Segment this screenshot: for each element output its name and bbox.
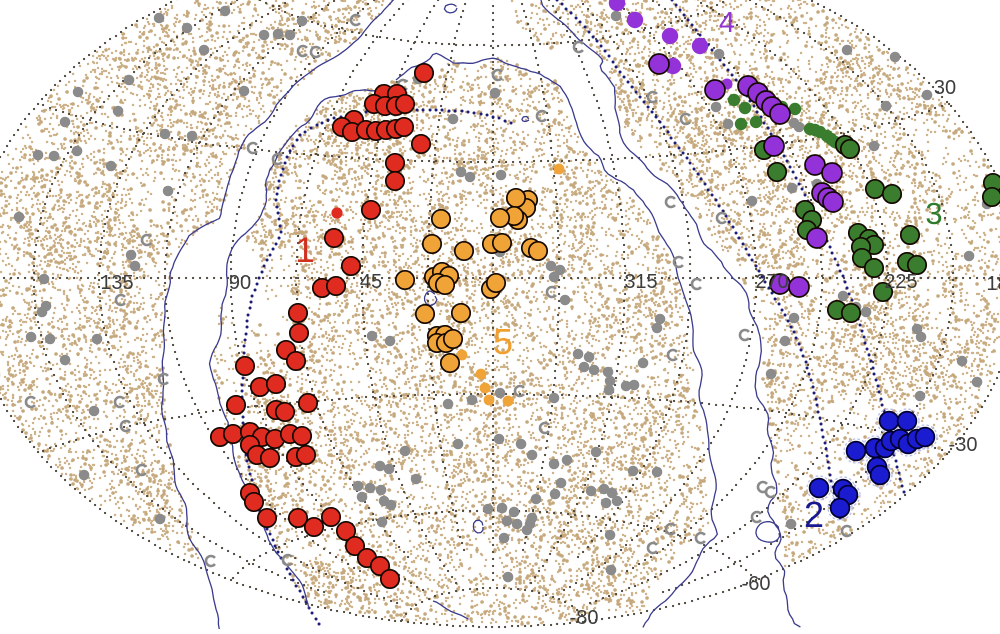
svg-text:-80: -80 xyxy=(570,607,599,629)
svg-text:90: 90 xyxy=(229,272,251,294)
svg-text:5: 5 xyxy=(493,321,513,362)
svg-text:-60: -60 xyxy=(742,573,771,595)
svg-text:225: 225 xyxy=(884,271,917,293)
svg-text:45: 45 xyxy=(360,271,382,293)
svg-text:30: 30 xyxy=(934,77,956,99)
svg-text:1: 1 xyxy=(295,231,314,270)
svg-text:2: 2 xyxy=(804,494,824,535)
svg-text:315: 315 xyxy=(624,271,657,293)
svg-text:4: 4 xyxy=(719,7,735,39)
svg-text:180: 180 xyxy=(986,273,1000,295)
svg-text:270: 270 xyxy=(755,271,788,293)
svg-text:3: 3 xyxy=(925,196,942,231)
svg-text:135: 135 xyxy=(100,272,133,294)
svg-text:-30: -30 xyxy=(949,434,978,456)
